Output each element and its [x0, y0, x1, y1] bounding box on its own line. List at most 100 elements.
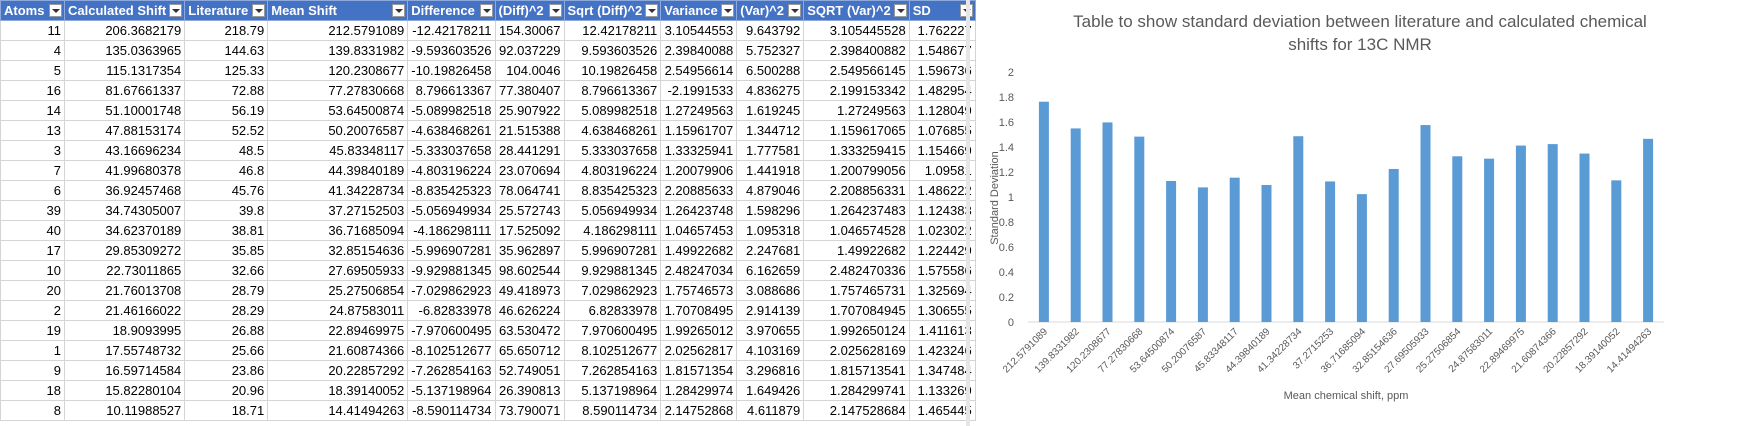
table-cell: 78.064741 [494, 180, 565, 201]
column-header: Calculated Shift [63, 0, 186, 21]
data-table: Atoms Calculated Shift Literature Mean Shif… [0, 0, 976, 421]
table-row: 19 18.9093995 26.88 22.89469975 -7.970600495… [0, 320, 976, 341]
filter-button[interactable] [721, 4, 735, 17]
bar [1197, 187, 1208, 322]
table-cell: 16 [0, 80, 65, 101]
filter-button[interactable] [49, 4, 62, 17]
table-row: 14 51.10001748 56.19 53.64500874 -5.08998251… [0, 100, 976, 121]
bar [1038, 101, 1049, 323]
table-cell: -8.590114734 [407, 400, 496, 421]
table-cell: 4.836275 [736, 80, 805, 101]
table-cell: 17.55748732 [63, 340, 186, 361]
chart-title: Table to show standard deviation between… [1073, 12, 1647, 54]
table-cell: 37.27152503 [267, 200, 409, 221]
header-text: Literature [188, 3, 249, 18]
table-row: 11 206.3682179 218.79 212.5791089 -12.421782… [0, 20, 976, 41]
table-cell: 4.611879 [736, 400, 805, 421]
table-cell: 1.81571354 [660, 360, 738, 381]
table-cell: 25.572743 [494, 200, 565, 221]
table-cell: 5.056949934 [563, 200, 662, 221]
filter-button[interactable] [548, 4, 562, 17]
y-tick-label: 1.4 [999, 142, 1014, 154]
table-row: 7 41.99680378 46.8 44.39840189 -4.803196224 2… [0, 160, 976, 181]
table-cell: 125.33 [184, 60, 269, 81]
table-row: 2 21.46166022 28.29 24.87583011 -6.82833978 4… [0, 300, 976, 321]
header-text: (Diff)^2 [498, 3, 544, 18]
bar [1261, 185, 1272, 322]
table-cell: 23.86 [184, 360, 269, 381]
header-text: (Var)^2 [740, 3, 784, 18]
table-row: 10 22.73011865 32.66 27.69505933 -9.92988134… [0, 260, 976, 281]
filter-button[interactable] [645, 4, 659, 17]
table-cell: 53.64500874 [267, 100, 409, 121]
filter-button[interactable] [169, 4, 183, 17]
table-cell: 50.20076587 [267, 120, 409, 141]
table-cell: 2.549566145 [803, 60, 910, 81]
table-cell: -5.089982518 [407, 100, 496, 121]
table-cell: 23.070694 [494, 160, 565, 181]
table-cell: 1.99265012 [660, 320, 738, 341]
y-tick-label: 1.6 [999, 117, 1014, 129]
y-tick-label: 0.2 [999, 292, 1014, 304]
bar [1484, 158, 1495, 322]
table-cell: 3.10544553 [660, 20, 738, 41]
table-cell: 6.162659 [736, 260, 805, 281]
table-cell: 115.1317354 [63, 60, 186, 81]
table-cell: 1.200799056 [803, 160, 910, 181]
table-cell: 9.593603526 [563, 40, 662, 61]
table-cell: 72.88 [184, 80, 269, 101]
table-cell: -4.638468261 [407, 120, 496, 141]
table-cell: 1.325694 [908, 280, 976, 301]
table-cell: -5.333037658 [407, 140, 496, 161]
table-cell: 2.914139 [736, 300, 805, 321]
table-cell: 9.643792 [736, 20, 805, 41]
table-cell: 8.835425323 [563, 180, 662, 201]
y-tick-label: 1.8 [999, 92, 1014, 104]
column-header: Literature [184, 0, 269, 21]
table-cell: 2.025628169 [803, 340, 910, 361]
y-tick-label: 0.6 [999, 242, 1014, 254]
table-cell: -7.262854163 [407, 360, 496, 381]
table-cell: 17.525092 [494, 220, 565, 241]
table-row: 9 16.59714584 23.86 20.22857292 -7.262854163… [0, 360, 976, 381]
table-row: 20 21.76013708 28.79 25.27506854 -7.02986292… [0, 280, 976, 301]
table-cell: -4.803196224 [407, 160, 496, 181]
table-cell: 63.530472 [494, 320, 565, 341]
table-cell: 5.752327 [736, 40, 805, 61]
header-text: Difference [411, 3, 475, 18]
table-cell: 25.66 [184, 340, 269, 361]
bar [1420, 125, 1431, 322]
column-header: Difference [407, 0, 496, 21]
bar [1102, 122, 1113, 323]
table-cell: -9.593603526 [407, 40, 496, 61]
filter-button[interactable] [479, 4, 493, 17]
table-cell: 1.423246 [908, 340, 976, 361]
table-cell: 47.88153174 [63, 120, 186, 141]
table-cell: 104.0046 [494, 60, 565, 81]
table-cell: 1.777581 [736, 140, 805, 161]
table-cell: 1.224429 [908, 240, 976, 261]
bar [1293, 136, 1304, 322]
header-text: SD [912, 3, 931, 18]
filter-button[interactable] [893, 4, 907, 17]
filter-button[interactable] [788, 4, 802, 17]
table-cell: 3.088686 [736, 280, 805, 301]
filter-button[interactable] [392, 4, 406, 17]
table-cell: 3.105445528 [803, 20, 910, 41]
table-cell: 26.390813 [494, 380, 565, 401]
table-row: 5 115.1317354 125.33 120.2308677 -10.1982645… [0, 60, 976, 81]
bar [1515, 145, 1526, 322]
table-cell: 2.247681 [736, 240, 805, 261]
filter-button[interactable] [252, 4, 266, 17]
table-cell: 1.649426 [736, 380, 805, 401]
table-cell: 1.486222 [908, 180, 976, 201]
column-header: (Var)^2 [736, 0, 805, 21]
table-cell: 10.11988527 [63, 400, 186, 421]
bar [1070, 128, 1081, 322]
bar [1579, 153, 1590, 322]
column-header: Variance [660, 0, 738, 21]
table-cell: 2.482470336 [803, 260, 910, 281]
table-cell: 1.306555 [908, 300, 976, 321]
table-cell: 1.124383 [908, 200, 976, 221]
